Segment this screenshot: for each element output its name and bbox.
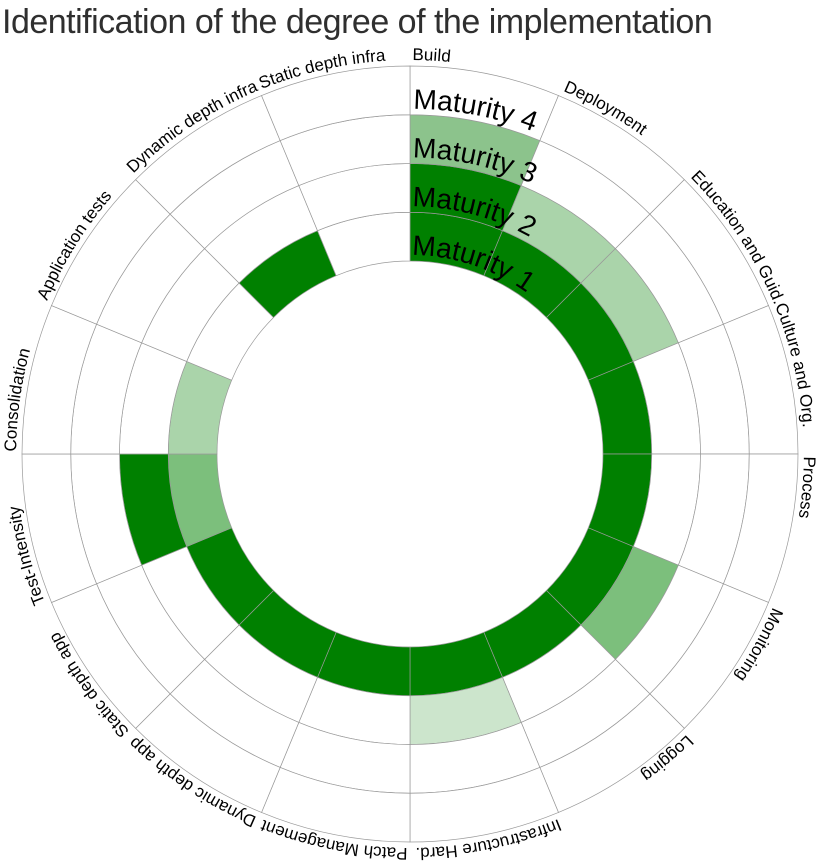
cell-static-depth-infra-maturity-4[interactable] — [261, 65, 411, 142]
chart-title: Identification of the degree of the impl… — [2, 3, 713, 41]
segment-label-process: Process — [795, 456, 819, 520]
heatmap-cells — [21, 65, 799, 843]
segment-label-build: Build — [412, 45, 451, 66]
